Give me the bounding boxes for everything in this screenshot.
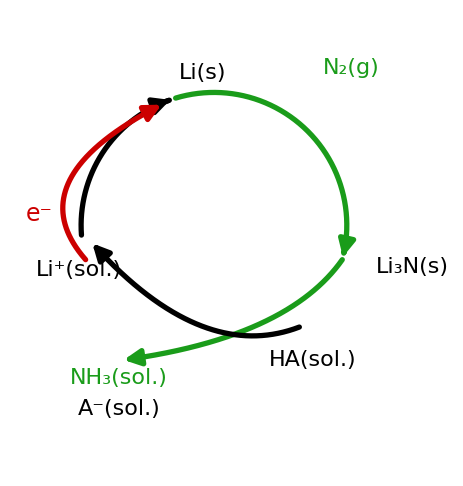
Text: A⁻(sol.): A⁻(sol.)	[77, 399, 160, 419]
Text: N₂(g): N₂(g)	[322, 58, 379, 78]
Text: Li⁺(sol.): Li⁺(sol.)	[36, 260, 122, 279]
Text: Li(s): Li(s)	[179, 63, 226, 83]
Text: Li₃N(s): Li₃N(s)	[375, 258, 449, 278]
Text: e⁻: e⁻	[25, 202, 52, 226]
Text: NH₃(sol.): NH₃(sol.)	[70, 368, 168, 388]
Text: HA(sol.): HA(sol.)	[269, 350, 357, 370]
